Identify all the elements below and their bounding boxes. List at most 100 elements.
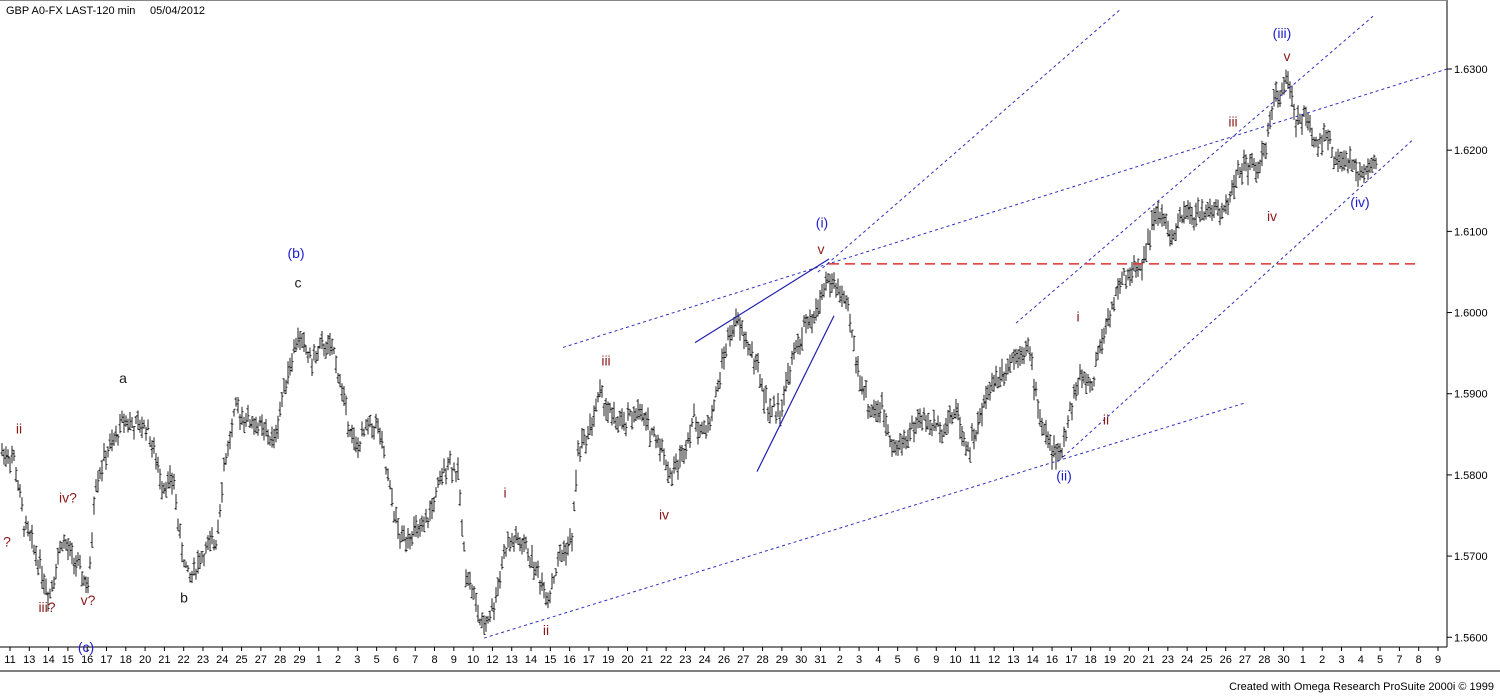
ohlc-bar: [1008, 354, 1012, 373]
x-tick-label: 3: [354, 654, 360, 666]
ohlc-bar: [506, 531, 510, 548]
trendlines: [483, 9, 1448, 639]
ohlc-bar: [1314, 136, 1318, 148]
x-tick-label: 23: [679, 654, 691, 666]
ohlc-bar: [522, 534, 526, 552]
ohlc-bar: [604, 398, 608, 421]
ohlc-bar: [804, 314, 808, 334]
ohlc-bar: [342, 386, 346, 406]
ohlc-bar: [884, 413, 888, 437]
ohlc-bar: [432, 496, 436, 513]
ohlc-bar: [418, 519, 422, 537]
ohlc-bar: [1232, 174, 1236, 200]
x-tick-label: 23: [197, 654, 209, 666]
ohlc-bar: [66, 538, 70, 561]
ohlc-bar: [1278, 90, 1282, 107]
ohlc-bar: [480, 612, 484, 629]
ohlc-bar: [1234, 169, 1238, 188]
ohlc-bar: [888, 435, 892, 448]
ohlc-bar: [636, 398, 640, 420]
x-tick-label: 9: [1435, 654, 1441, 666]
x-tick-label: 24: [699, 654, 711, 666]
ohlc-bar: [590, 417, 594, 436]
ohlc-bar: [1056, 442, 1060, 463]
ohlc-bar: [44, 578, 48, 595]
ohlc-bar: [1352, 159, 1356, 170]
ohlc-bar: [210, 527, 214, 545]
ohlc-bar: [412, 516, 416, 537]
ohlc-bar: [1174, 223, 1178, 241]
ohlc-bar: [906, 429, 910, 449]
ohlc-bar: [1318, 133, 1322, 145]
ohlc-bar: [1198, 210, 1202, 223]
ohlc-bar: [178, 523, 182, 539]
x-tick-label: 2: [1319, 654, 1325, 666]
ohlc-bar: [1192, 217, 1196, 231]
ohlc-bar: [870, 404, 874, 418]
ohlc-bar: [1112, 297, 1116, 312]
ohlc-bar: [62, 534, 66, 549]
ohlc-bar: [1228, 191, 1232, 203]
ohlc-bar: [894, 440, 898, 456]
ohlc-bar: [1006, 358, 1010, 375]
ohlc-bar: [762, 388, 766, 414]
ohlc-bar: [586, 426, 590, 440]
ohlc-bar: [540, 572, 544, 591]
ohlc-bar: [1032, 378, 1036, 401]
ohlc-bar: [564, 543, 568, 566]
ohlc-bar: [956, 402, 960, 421]
ohlc-bar: [64, 539, 68, 551]
x-tick-label: 2: [837, 654, 843, 666]
ohlc-bar: [998, 366, 1002, 388]
ohlc-bar: [1108, 310, 1112, 328]
x-tick-label: 20: [621, 654, 633, 666]
ohlc-bar: [22, 525, 26, 537]
ohlc-bar: [1218, 208, 1222, 226]
ohlc-bar: [584, 435, 588, 454]
x-tick-label: 5: [374, 654, 380, 666]
ohlc-bar: [848, 313, 852, 333]
ohlc-bar: [602, 402, 606, 417]
ohlc-bar: [1356, 171, 1360, 187]
ohlc-bar: [662, 448, 666, 466]
ohlc-bar: [1026, 337, 1030, 353]
ohlc-bar: [758, 374, 762, 388]
ohlc-bar: [32, 544, 36, 555]
ohlc-bar: [372, 425, 376, 440]
ohlc-bar: [924, 415, 928, 432]
ohlc-bar: [908, 422, 912, 442]
ohlc-bar: [426, 517, 430, 529]
ohlc-bar: [486, 615, 490, 624]
ohlc-bar: [596, 391, 600, 403]
ohlc-bar: [1160, 204, 1164, 227]
ohlc-bar: [406, 528, 410, 549]
ohlc-bar: [1180, 214, 1184, 224]
x-tick-label: 5: [895, 654, 901, 666]
x-tick-label: 8: [431, 654, 437, 666]
x-axis: 11 13 14 15 16 17 18 20 21 22 23 24 25 27 28 29 1 2 3 5 6 7 8 9…: [4, 647, 1441, 666]
ohlc-bar: [242, 416, 246, 434]
ohlc-bar: [752, 358, 756, 375]
ohlc-bar: [1080, 369, 1084, 389]
ohlc-bar: [1204, 204, 1208, 220]
ohlc-bar: [770, 405, 774, 418]
x-tick-label: 22: [178, 654, 190, 666]
ohlc-bar: [154, 453, 158, 470]
ohlc-bar: [488, 610, 492, 623]
ohlc-bar: [1322, 123, 1326, 142]
ohlc-bar: [324, 341, 328, 359]
ohlc-bar: [920, 414, 924, 431]
ohlc-bar: [280, 392, 284, 408]
x-tick-label: 5: [1377, 654, 1383, 666]
ohlc-bar: [694, 416, 698, 432]
ohlc-bar: [818, 289, 822, 314]
ohlc-bar: [92, 496, 96, 515]
ohlc-bar: [742, 331, 746, 350]
ohlc-bar: [1196, 197, 1200, 217]
ohlc-bar: [132, 425, 136, 440]
ohlc-bar: [976, 411, 980, 435]
ohlc-bar: [1360, 166, 1364, 179]
ohlc-bar: [354, 436, 358, 453]
x-tick-label: 18: [1085, 654, 1097, 666]
ohlc-bar: [704, 425, 708, 439]
